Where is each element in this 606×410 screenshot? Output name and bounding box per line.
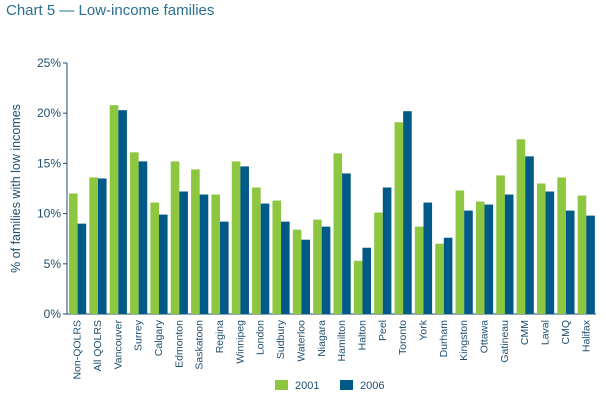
x-axis-labels: Non-QOLRS All QOLRS Vancouver Surrey Calgary… <box>72 319 593 379</box>
bar-2006 <box>565 210 575 314</box>
x-tick-label: Surrey <box>133 319 145 351</box>
y-tick-label: 20% <box>37 106 61 120</box>
bar-2001 <box>394 122 404 315</box>
y-tick-label: 15% <box>37 156 61 170</box>
bar-2001 <box>272 200 282 314</box>
x-tick-label: Edmonton <box>173 320 185 368</box>
bar-2006 <box>240 166 249 314</box>
bar-2006 <box>179 191 188 314</box>
legend-swatch-2006 <box>340 380 353 390</box>
x-tick-label: Gatineau <box>499 320 511 363</box>
bar-2001 <box>414 226 424 314</box>
bar-2006 <box>321 226 331 314</box>
x-tick-label: Non-QOLRS <box>72 320 84 380</box>
bar-2006 <box>77 223 87 314</box>
x-tick-label: Halton <box>356 320 368 351</box>
bar-2006 <box>138 161 148 314</box>
bar-2006 <box>484 204 494 314</box>
bar-2006 <box>301 239 311 314</box>
bar-2006 <box>158 214 168 314</box>
legend-label-2001: 2001 <box>295 380 319 392</box>
x-tick-label: Niagara <box>316 320 328 357</box>
bars <box>69 105 595 315</box>
bar-2006 <box>362 247 372 314</box>
x-tick-label: All QOLRS <box>92 320 104 371</box>
bar-2006 <box>220 221 229 314</box>
bar-2001 <box>374 212 383 314</box>
legend-label-2006: 2006 <box>360 380 384 392</box>
chart-title: Chart 5 — Low-income families <box>6 2 215 19</box>
x-tick-label: Hamilton <box>336 320 348 362</box>
bar-2006 <box>118 110 127 314</box>
x-tick-label: Regina <box>214 320 226 353</box>
bar-2001 <box>353 260 363 314</box>
bar-2001 <box>211 194 221 314</box>
x-tick-label: Laval <box>540 320 552 345</box>
bar-2001 <box>435 243 444 314</box>
x-tick-label: Winnipeg <box>234 320 246 364</box>
x-tick-label: CMM <box>519 320 531 345</box>
bar-2001 <box>313 219 322 314</box>
y-tick-label: 25% <box>37 56 61 70</box>
x-tick-label: Sudbury <box>275 319 287 359</box>
bar-2001 <box>170 161 180 314</box>
bar-2006 <box>423 202 433 314</box>
bar-2001 <box>130 152 139 314</box>
bar-2001 <box>292 229 302 314</box>
x-tick-label: Calgary <box>153 319 165 356</box>
bar-2006 <box>260 203 270 314</box>
legend: 2001 2006 <box>275 380 384 392</box>
y-axis: 0% 5% 10% 15% 20% 25% <box>37 56 596 321</box>
y-axis-label: % of families with low incomes <box>9 104 23 273</box>
bar-2001 <box>557 177 566 314</box>
bar-2006 <box>586 215 595 314</box>
bar-2001 <box>536 183 546 314</box>
bar-2001 <box>455 190 465 314</box>
bar-2006 <box>545 191 555 314</box>
bar-2006 <box>504 194 514 314</box>
bar-2001 <box>69 193 78 314</box>
bar-2001 <box>252 187 261 314</box>
x-tick-label: Durham <box>438 320 450 358</box>
bar-2006 <box>97 178 107 314</box>
bar-2001 <box>109 105 119 314</box>
y-tick-label: 10% <box>37 207 61 221</box>
bar-2001 <box>496 175 505 314</box>
y-tick-label: 0% <box>44 307 62 321</box>
legend-swatch-2001 <box>275 380 288 390</box>
x-tick-label: York <box>417 319 429 340</box>
bar-2006 <box>464 210 473 314</box>
x-tick-label: Saskatoon <box>194 320 206 370</box>
bar-2006 <box>403 111 412 314</box>
x-tick-label: Kingston <box>458 320 470 361</box>
bar-2001 <box>516 139 526 314</box>
x-tick-label: Waterloo <box>295 320 307 362</box>
bar-2006 <box>281 221 290 314</box>
bar-2006 <box>382 187 392 314</box>
x-tick-label: Peel <box>377 320 389 341</box>
bar-2001 <box>333 153 343 314</box>
bar-2001 <box>577 195 587 314</box>
bar-2001 <box>475 201 485 314</box>
x-tick-label: Halifax <box>580 319 592 352</box>
bar-2001 <box>231 161 241 314</box>
x-tick-label: London <box>255 320 267 355</box>
x-tick-label: Vancouver <box>112 319 124 369</box>
bar-2006 <box>342 173 351 314</box>
x-tick-label: Toronto <box>397 320 409 355</box>
y-axis-label-group: % of families with low incomes <box>9 104 23 273</box>
y-tick-label: 5% <box>44 257 62 271</box>
bar-2006 <box>525 156 534 314</box>
bar-2001 <box>150 202 159 314</box>
x-tick-label: CMQ <box>560 320 572 345</box>
bar-2001 <box>89 177 98 314</box>
bar-2006 <box>443 237 453 314</box>
bar-2001 <box>191 169 200 314</box>
x-tick-label: Ottawa <box>479 320 491 353</box>
bar-2006 <box>199 194 209 314</box>
